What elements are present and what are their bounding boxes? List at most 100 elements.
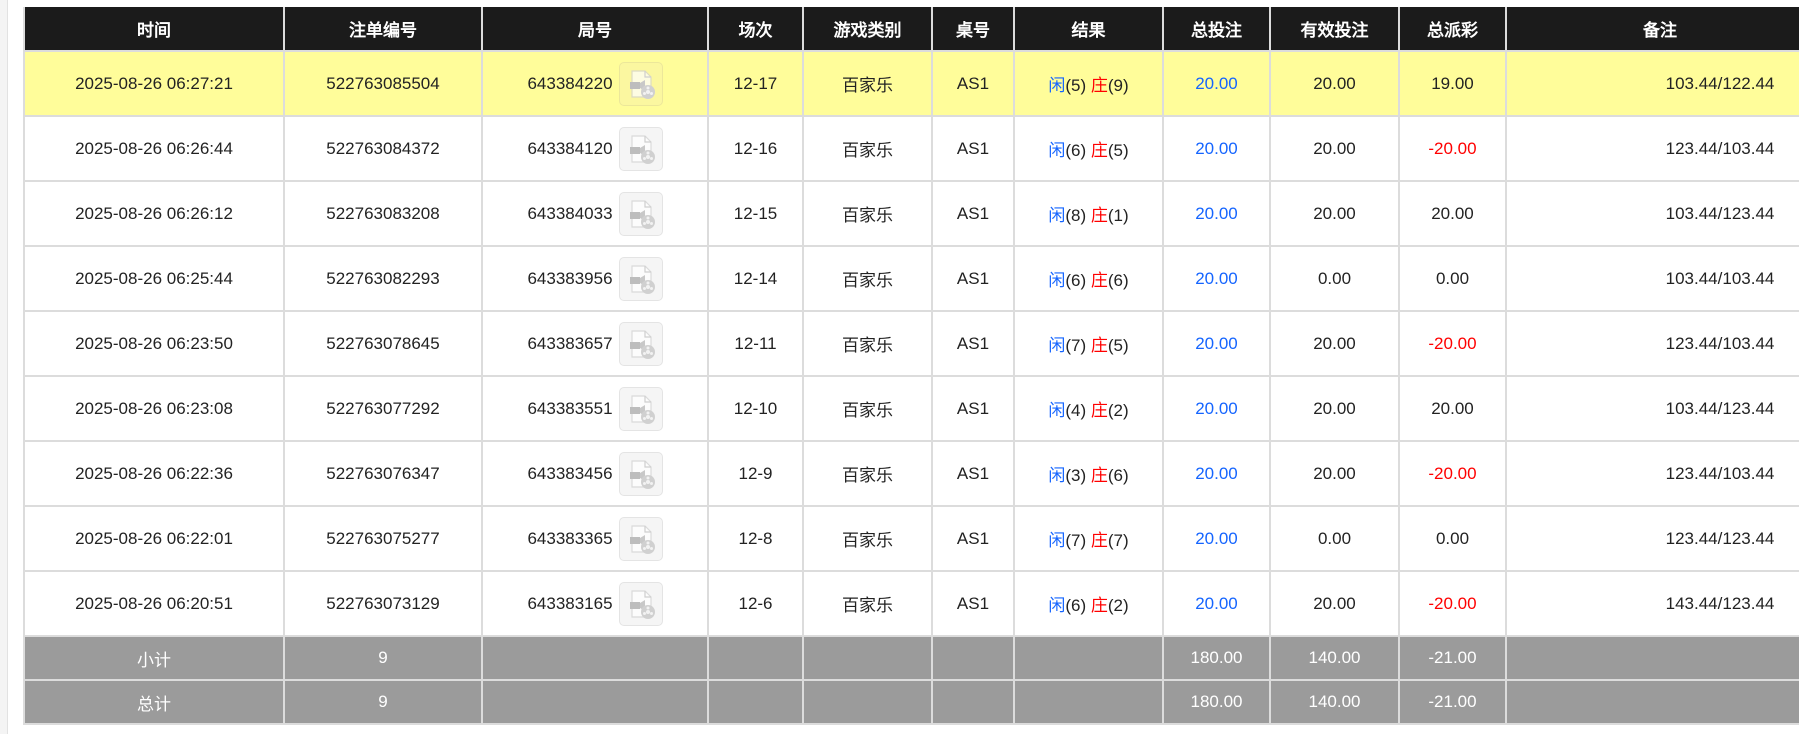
remark-cell: 103.44/123.44 [1505, 375, 1799, 442]
column-header-table-no: 桌号 [931, 7, 1015, 52]
session-cell: 12-11 [707, 310, 804, 377]
valid-bet-cell: 20.00 [1269, 440, 1400, 507]
banker-label: 庄 [1090, 531, 1108, 550]
banker-label: 庄 [1090, 76, 1108, 95]
round-number: 643383365 [527, 528, 613, 548]
payout-cell: 19.00 [1398, 50, 1507, 117]
table-header-row: 时间 注单编号 局号 场次 游戏类别 桌号 结果 总投注 有效投注 总派彩 备注 [23, 7, 1799, 52]
time-cell: 2025-08-26 06:22:01 [23, 505, 285, 572]
video-replay-icon[interactable] [618, 191, 663, 236]
summary-payout: -21.00 [1398, 635, 1507, 681]
player-label: 闲 [1048, 596, 1066, 615]
table-row: 2025-08-26 06:22:01 522763075277 643383365… [23, 505, 1799, 572]
column-header-bet-id: 注单编号 [283, 7, 483, 52]
remark-cell: 103.44/123.44 [1505, 180, 1799, 247]
column-header-game-type: 游戏类别 [802, 7, 933, 52]
column-header-total-payout: 总派彩 [1398, 7, 1507, 52]
remark-cell: 143.44/123.44 [1505, 570, 1799, 637]
total-bet-cell: 20.00 [1162, 115, 1271, 182]
banker-score: (5) [1107, 336, 1129, 355]
banker-label: 庄 [1090, 336, 1108, 355]
time-cell: 2025-08-26 06:26:12 [23, 180, 285, 247]
summary-count: 9 [283, 679, 483, 725]
banker-score: (1) [1107, 206, 1129, 225]
remark-cell: 103.44/103.44 [1505, 245, 1799, 312]
session-cell: 12-14 [707, 245, 804, 312]
valid-bet-cell: 20.00 [1269, 115, 1400, 182]
summary-label: 小计 [23, 635, 285, 681]
table-row: 2025-08-26 06:22:36 522763076347 643383456… [23, 440, 1799, 507]
video-replay-icon[interactable] [618, 516, 663, 561]
summary-count: 9 [283, 635, 483, 681]
round-number: 643383956 [527, 268, 613, 288]
banker-label: 庄 [1090, 271, 1108, 290]
table-row: 2025-08-26 06:26:44 522763084372 643384120… [23, 115, 1799, 182]
video-replay-icon[interactable] [618, 126, 663, 171]
table-row: 2025-08-26 06:27:21 522763085504 643384220… [23, 50, 1799, 117]
player-label: 闲 [1048, 76, 1066, 95]
game-type-cell: 百家乐 [802, 440, 933, 507]
video-replay-icon[interactable] [618, 451, 663, 496]
banker-score: (6) [1107, 271, 1129, 290]
table-row: 2025-08-26 06:20:51 522763073129 643383165… [23, 570, 1799, 637]
total-bet-cell: 20.00 [1162, 310, 1271, 377]
valid-bet-cell: 0.00 [1269, 505, 1400, 572]
bet-id-cell: 522763078645 [283, 310, 483, 377]
game-type-cell: 百家乐 [802, 245, 933, 312]
table-no-cell: AS1 [931, 440, 1015, 507]
table-no-cell: AS1 [931, 50, 1015, 117]
time-cell: 2025-08-26 06:26:44 [23, 115, 285, 182]
bet-id-cell: 522763077292 [283, 375, 483, 442]
table-no-cell: AS1 [931, 115, 1015, 182]
banker-label: 庄 [1090, 401, 1108, 420]
total-bet-cell: 20.00 [1162, 440, 1271, 507]
round-number: 643384120 [527, 138, 613, 158]
payout-cell: -20.00 [1398, 440, 1507, 507]
bet-id-cell: 522763082293 [283, 245, 483, 312]
valid-bet-cell: 20.00 [1269, 375, 1400, 442]
video-replay-icon[interactable] [618, 61, 663, 106]
payout-cell: -20.00 [1398, 570, 1507, 637]
summary-valid-bet: 140.00 [1269, 635, 1400, 681]
banker-score: (2) [1107, 596, 1129, 615]
session-cell: 12-10 [707, 375, 804, 442]
video-replay-icon[interactable] [618, 256, 663, 301]
bet-id-cell: 522763085504 [283, 50, 483, 117]
table-no-cell: AS1 [931, 180, 1015, 247]
round-cell: 643384220 [481, 50, 709, 117]
bet-id-cell: 522763075277 [283, 505, 483, 572]
valid-bet-cell: 0.00 [1269, 245, 1400, 312]
summary-total-bet: 180.00 [1162, 635, 1271, 681]
video-replay-icon[interactable] [618, 581, 663, 626]
round-cell: 643383456 [481, 440, 709, 507]
video-replay-icon[interactable] [618, 321, 663, 366]
round-cell: 643384033 [481, 180, 709, 247]
round-number: 643383551 [527, 398, 613, 418]
video-replay-icon[interactable] [618, 386, 663, 431]
game-type-cell: 百家乐 [802, 180, 933, 247]
table-row: 2025-08-26 06:23:08 522763077292 643383551… [23, 375, 1799, 442]
game-type-cell: 百家乐 [802, 310, 933, 377]
player-label: 闲 [1048, 401, 1066, 420]
remark-cell: 103.44/122.44 [1505, 50, 1799, 117]
total-bet-cell: 20.00 [1162, 505, 1271, 572]
player-score: (3) [1065, 466, 1087, 485]
summary-payout: -21.00 [1398, 679, 1507, 725]
summary-total-bet: 180.00 [1162, 679, 1271, 725]
payout-cell: -20.00 [1398, 310, 1507, 377]
game-type-cell: 百家乐 [802, 375, 933, 442]
column-header-session: 场次 [707, 7, 804, 52]
player-score: (6) [1065, 596, 1087, 615]
payout-cell: 0.00 [1398, 505, 1507, 572]
summary-valid-bet: 140.00 [1269, 679, 1400, 725]
total-bet-cell: 20.00 [1162, 570, 1271, 637]
bet-id-cell: 522763083208 [283, 180, 483, 247]
time-cell: 2025-08-26 06:22:36 [23, 440, 285, 507]
session-cell: 12-16 [707, 115, 804, 182]
round-number: 643384220 [527, 73, 613, 93]
session-cell: 12-9 [707, 440, 804, 507]
banker-score: (6) [1107, 466, 1129, 485]
player-score: (6) [1065, 141, 1087, 160]
time-cell: 2025-08-26 06:20:51 [23, 570, 285, 637]
bet-id-cell: 522763073129 [283, 570, 483, 637]
